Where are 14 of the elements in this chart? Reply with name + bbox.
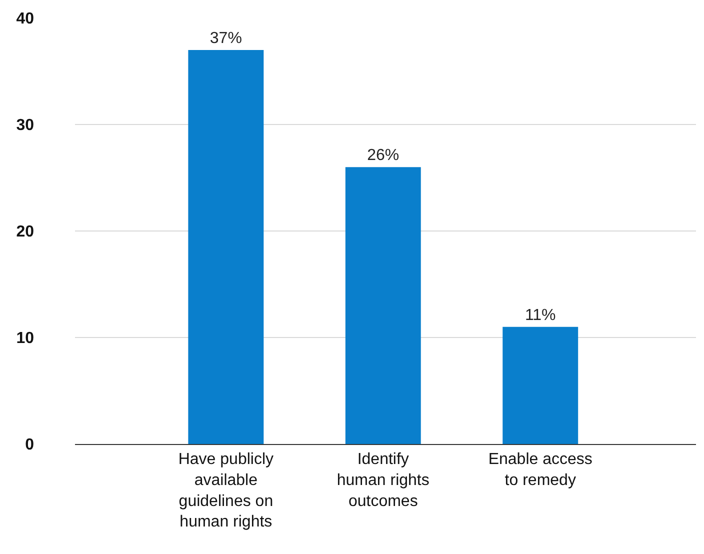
y-tick-label: 30: [16, 117, 34, 134]
bar: [345, 167, 421, 444]
data-label: 37%: [210, 30, 242, 47]
x-tick-label: Enable access to remedy: [488, 451, 592, 489]
x-tick-label: Identify human rights outcomes: [336, 451, 430, 510]
data-label: 26%: [367, 147, 400, 164]
x-tick-label: Have publicly available guidelines on human rights: [178, 451, 274, 531]
y-tick-label: 40: [16, 10, 34, 28]
y-tick-label: 20: [16, 224, 34, 241]
y-tick-label: 0: [25, 436, 34, 454]
bar: [188, 50, 264, 444]
data-label: 11%: [524, 306, 556, 324]
bar: [502, 326, 578, 444]
y-tick-label: 10: [16, 330, 34, 348]
